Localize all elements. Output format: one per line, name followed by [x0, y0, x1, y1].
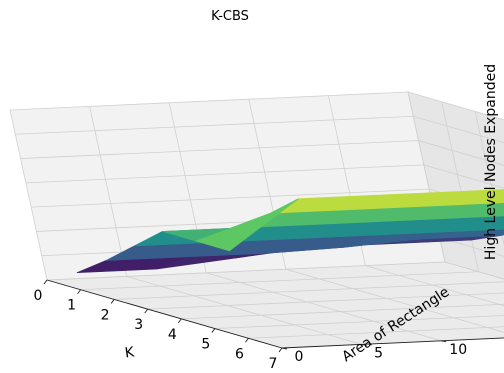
gridline-y — [365, 265, 504, 307]
x-tick-label: 4 — [168, 327, 177, 343]
gridline-x — [214, 315, 504, 329]
y-tick-label: 5 — [374, 345, 383, 361]
x-tick — [177, 318, 182, 324]
gridline-x — [147, 292, 504, 310]
y-tick — [361, 343, 367, 346]
gridline-z — [407, 91, 504, 121]
x-tick — [110, 299, 115, 304]
gridline-z — [439, 237, 504, 257]
y-axis-line — [281, 337, 504, 349]
x-tick-label: 5 — [201, 337, 210, 353]
gridline-y — [285, 268, 504, 333]
gridline-z — [423, 164, 504, 189]
gridline-x — [114, 281, 504, 300]
y-tick-label: 0 — [295, 349, 304, 365]
gridline-z — [413, 115, 504, 143]
x-axis-label: K — [124, 344, 136, 361]
gridline-z — [31, 188, 430, 208]
gridline-y — [9, 109, 48, 281]
x-tick-label: 0 — [34, 288, 43, 304]
x-tick — [211, 328, 216, 333]
chart-title: K-CBS — [211, 9, 249, 24]
gridline-z — [9, 91, 409, 111]
pane-floor — [47, 262, 504, 348]
x-tick-label: 1 — [67, 298, 76, 314]
gridline-x — [181, 303, 504, 320]
x-tick — [278, 347, 283, 353]
x-tick — [77, 289, 81, 294]
y-tick — [441, 340, 447, 343]
x-tick — [144, 308, 149, 314]
axis-ticks: 0123456705101520251001011021031041051061… — [34, 279, 467, 372]
gridline-x — [248, 326, 504, 339]
gridline-y — [89, 106, 127, 277]
gridline-y — [206, 272, 442, 342]
x-tick — [245, 338, 249, 343]
gridline-z — [15, 115, 414, 135]
gridline-x — [441, 101, 479, 272]
gridline-y — [126, 276, 362, 345]
gridline-z — [20, 140, 419, 159]
x-axis-line — [46, 279, 283, 349]
surface-plot — [76, 189, 504, 273]
gridline-z — [46, 261, 446, 281]
gridline-x — [80, 271, 479, 291]
gridline-z — [25, 164, 424, 184]
x-tick-label: 7 — [269, 356, 278, 372]
z-axis-label: High Level Nodes Expanded — [483, 64, 499, 260]
axes-panes — [10, 92, 504, 348]
x-tick-label: 2 — [101, 307, 110, 323]
surface-patch — [194, 198, 299, 252]
gridline-z — [418, 140, 504, 166]
gridline-z — [444, 261, 504, 280]
x-tick-label: 3 — [134, 317, 143, 333]
y-tick-label: 10 — [449, 342, 467, 358]
axis-edges — [46, 279, 504, 349]
x-tick-label: 6 — [235, 346, 244, 362]
x-tick — [43, 279, 48, 285]
y-tick — [281, 347, 288, 350]
